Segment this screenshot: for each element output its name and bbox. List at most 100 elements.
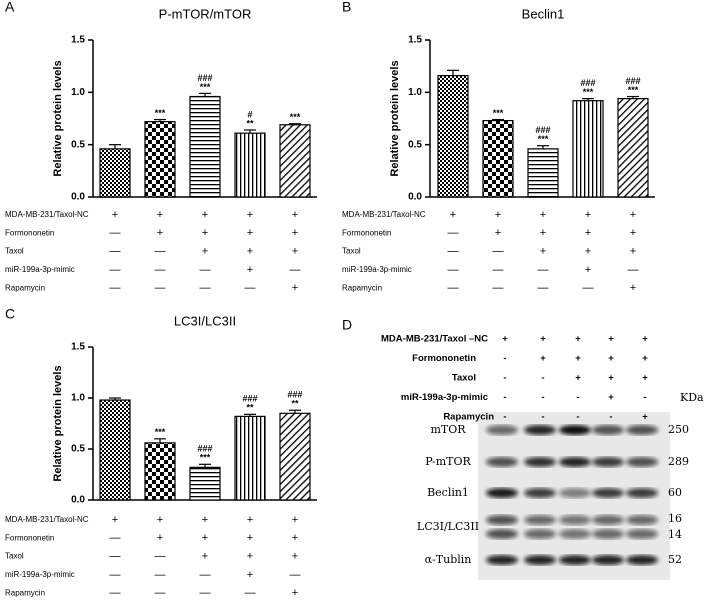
condition-mark: + (292, 587, 298, 599)
significance-label: ** (246, 403, 254, 413)
y-tick-label: 0.0 (408, 192, 422, 203)
bar (144, 442, 176, 501)
blot-condition-mark: - (503, 412, 506, 423)
kda-label: 60 (668, 486, 682, 499)
condition-mark: — (110, 282, 121, 294)
kda-label: 16 (668, 512, 682, 525)
bar (279, 124, 311, 198)
blot-condition-label: MDA-MB-231/Taxol –NC (381, 334, 488, 345)
significance-label: *** (583, 87, 594, 97)
condition-mark: — (110, 227, 121, 239)
chart-title: P-mTOR/mTOR (159, 6, 252, 21)
significance-label: ### (197, 444, 212, 454)
blot-band (626, 555, 658, 565)
blot-condition-mark: + (642, 334, 648, 345)
blot-band (524, 457, 556, 467)
blot-band (626, 457, 658, 467)
error-bar (627, 95, 639, 99)
panel-label: B (342, 0, 351, 15)
error-bar (289, 409, 301, 414)
condition-mark: — (448, 227, 459, 239)
bar (99, 148, 131, 198)
significance-label: ** (291, 399, 299, 409)
condition-mark: — (290, 569, 301, 581)
blot-condition-mark: + (575, 373, 581, 384)
y-tick-label: 1.5 (71, 342, 85, 353)
condition-mark: + (247, 569, 253, 581)
error-bar (154, 118, 166, 122)
y-tick-label: 0.5 (71, 444, 85, 455)
bar (482, 119, 514, 198)
blot-band (524, 515, 556, 525)
chart-title: LC3I/LC3II (174, 313, 236, 328)
kda-label: 250 (668, 423, 689, 436)
condition-mark: + (585, 246, 591, 258)
condition-mark: + (292, 246, 298, 258)
error-bar (199, 92, 211, 97)
bar (572, 100, 604, 198)
y-tick-label: 0.5 (408, 139, 422, 150)
error-bar (244, 129, 256, 134)
bar (234, 415, 266, 501)
condition-mark: — (155, 264, 166, 276)
blot-band (524, 488, 556, 498)
bar (189, 466, 221, 501)
condition-mark: + (585, 209, 591, 221)
blot-condition-mark: - (503, 353, 506, 364)
blot-band (524, 529, 556, 539)
condition-mark: — (155, 551, 166, 563)
y-tick-label: 0.5 (71, 139, 85, 150)
y-tick-label: 1.5 (71, 35, 85, 46)
blot-condition-mark: + (642, 373, 648, 384)
condition-label: miR-199a-3p-mimic (5, 265, 75, 274)
error-bar (244, 413, 256, 417)
blot-band (592, 488, 624, 498)
kda-label: 14 (668, 528, 682, 541)
y-tick-label: 1.0 (408, 87, 422, 98)
blot-band (559, 488, 591, 498)
condition-label: Taxol (5, 247, 24, 256)
blot-condition-mark: - (503, 373, 506, 384)
condition-mark: + (202, 532, 208, 544)
kda-label: 52 (668, 553, 682, 566)
condition-mark: + (585, 227, 591, 239)
condition-mark: — (155, 587, 166, 599)
condition-mark: — (245, 587, 256, 599)
blot-band (486, 425, 518, 435)
condition-label: Formononetin (5, 228, 54, 237)
significance-label: *** (290, 112, 301, 122)
condition-mark: — (200, 264, 211, 276)
condition-label: Formononetin (5, 533, 54, 542)
condition-mark: + (630, 209, 636, 221)
blot-condition-mark: - (576, 412, 579, 423)
condition-mark: + (540, 227, 546, 239)
condition-mark: — (200, 569, 211, 581)
blot-band (524, 555, 556, 565)
condition-mark: — (110, 551, 121, 563)
condition-mark: — (290, 264, 301, 276)
condition-label: miR-199a-3p-mimic (5, 570, 75, 579)
y-axis-label: Relative protein levels (52, 365, 64, 481)
significance-label: *** (538, 134, 549, 144)
blot-condition-mark: + (608, 334, 614, 345)
protein-label: α-Tublin (425, 553, 472, 566)
bar (189, 95, 221, 198)
y-axis-label: Relative protein levels (52, 60, 64, 176)
condition-mark: + (202, 514, 208, 526)
blot-condition-mark: + (642, 353, 648, 364)
blot-condition-mark: + (608, 392, 614, 403)
condition-mark: — (110, 264, 121, 276)
condition-mark: + (292, 227, 298, 239)
condition-mark: + (247, 551, 253, 563)
condition-mark: + (157, 209, 163, 221)
condition-mark: — (448, 282, 459, 294)
condition-mark: + (157, 227, 163, 239)
blot-band (559, 555, 591, 565)
y-tick-label: 0.0 (71, 495, 85, 506)
significance-label: ### (197, 73, 212, 83)
condition-mark: + (157, 514, 163, 526)
y-axis-label: Relative protein levels (389, 60, 401, 176)
significance-label: *** (493, 108, 504, 118)
chart-title: Beclin1 (522, 6, 565, 21)
condition-mark: + (247, 246, 253, 258)
